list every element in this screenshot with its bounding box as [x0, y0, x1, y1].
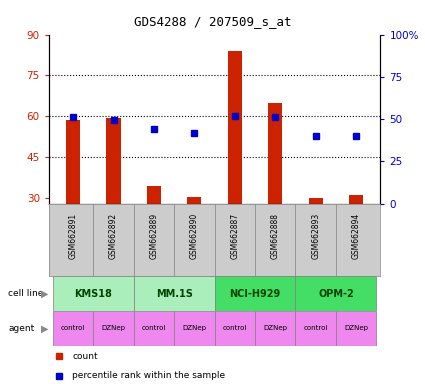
Text: GSM662892: GSM662892	[109, 213, 118, 260]
Bar	[134, 276, 215, 311]
Text: ▶: ▶	[41, 323, 48, 333]
Bar	[268, 103, 282, 204]
Text: ▶: ▶	[41, 289, 48, 299]
Text: GSM662889: GSM662889	[150, 213, 159, 260]
Text: DZNep: DZNep	[182, 325, 207, 331]
Bar	[134, 311, 174, 346]
Text: control: control	[61, 325, 85, 331]
Text: GDS4288 / 207509_s_at: GDS4288 / 207509_s_at	[134, 15, 291, 28]
Bar	[94, 311, 134, 346]
Text: KMS18: KMS18	[74, 289, 112, 299]
Bar	[174, 311, 215, 346]
Bar	[295, 311, 336, 346]
Text: NCI-H929: NCI-H929	[230, 289, 280, 299]
Bar	[228, 51, 242, 204]
Bar	[187, 197, 201, 204]
Text: GSM662893: GSM662893	[311, 213, 320, 260]
Bar	[309, 198, 323, 204]
Bar	[295, 276, 376, 311]
Bar	[215, 311, 255, 346]
Text: agent: agent	[8, 324, 35, 333]
Bar	[255, 311, 295, 346]
Bar	[336, 311, 376, 346]
Text: percentile rank within the sample: percentile rank within the sample	[72, 371, 225, 380]
Bar	[147, 186, 161, 204]
Bar	[66, 121, 80, 204]
Text: DZNep: DZNep	[102, 325, 125, 331]
Text: DZNep: DZNep	[344, 325, 368, 331]
Text: MM.1S: MM.1S	[156, 289, 193, 299]
Text: cell line: cell line	[8, 289, 44, 298]
Text: GSM662890: GSM662890	[190, 213, 199, 260]
Text: control: control	[223, 325, 247, 331]
Bar	[53, 311, 94, 346]
Bar	[107, 118, 121, 204]
Text: GSM662888: GSM662888	[271, 214, 280, 259]
Text: DZNep: DZNep	[263, 325, 287, 331]
Bar	[53, 276, 134, 311]
Text: control: control	[303, 325, 328, 331]
Text: count: count	[72, 352, 98, 361]
Text: OPM-2: OPM-2	[318, 289, 354, 299]
Text: GSM662887: GSM662887	[230, 213, 239, 260]
Text: GSM662894: GSM662894	[351, 213, 361, 260]
Text: control: control	[142, 325, 166, 331]
Bar	[349, 195, 363, 204]
Text: GSM662891: GSM662891	[68, 213, 78, 260]
Bar	[215, 276, 295, 311]
